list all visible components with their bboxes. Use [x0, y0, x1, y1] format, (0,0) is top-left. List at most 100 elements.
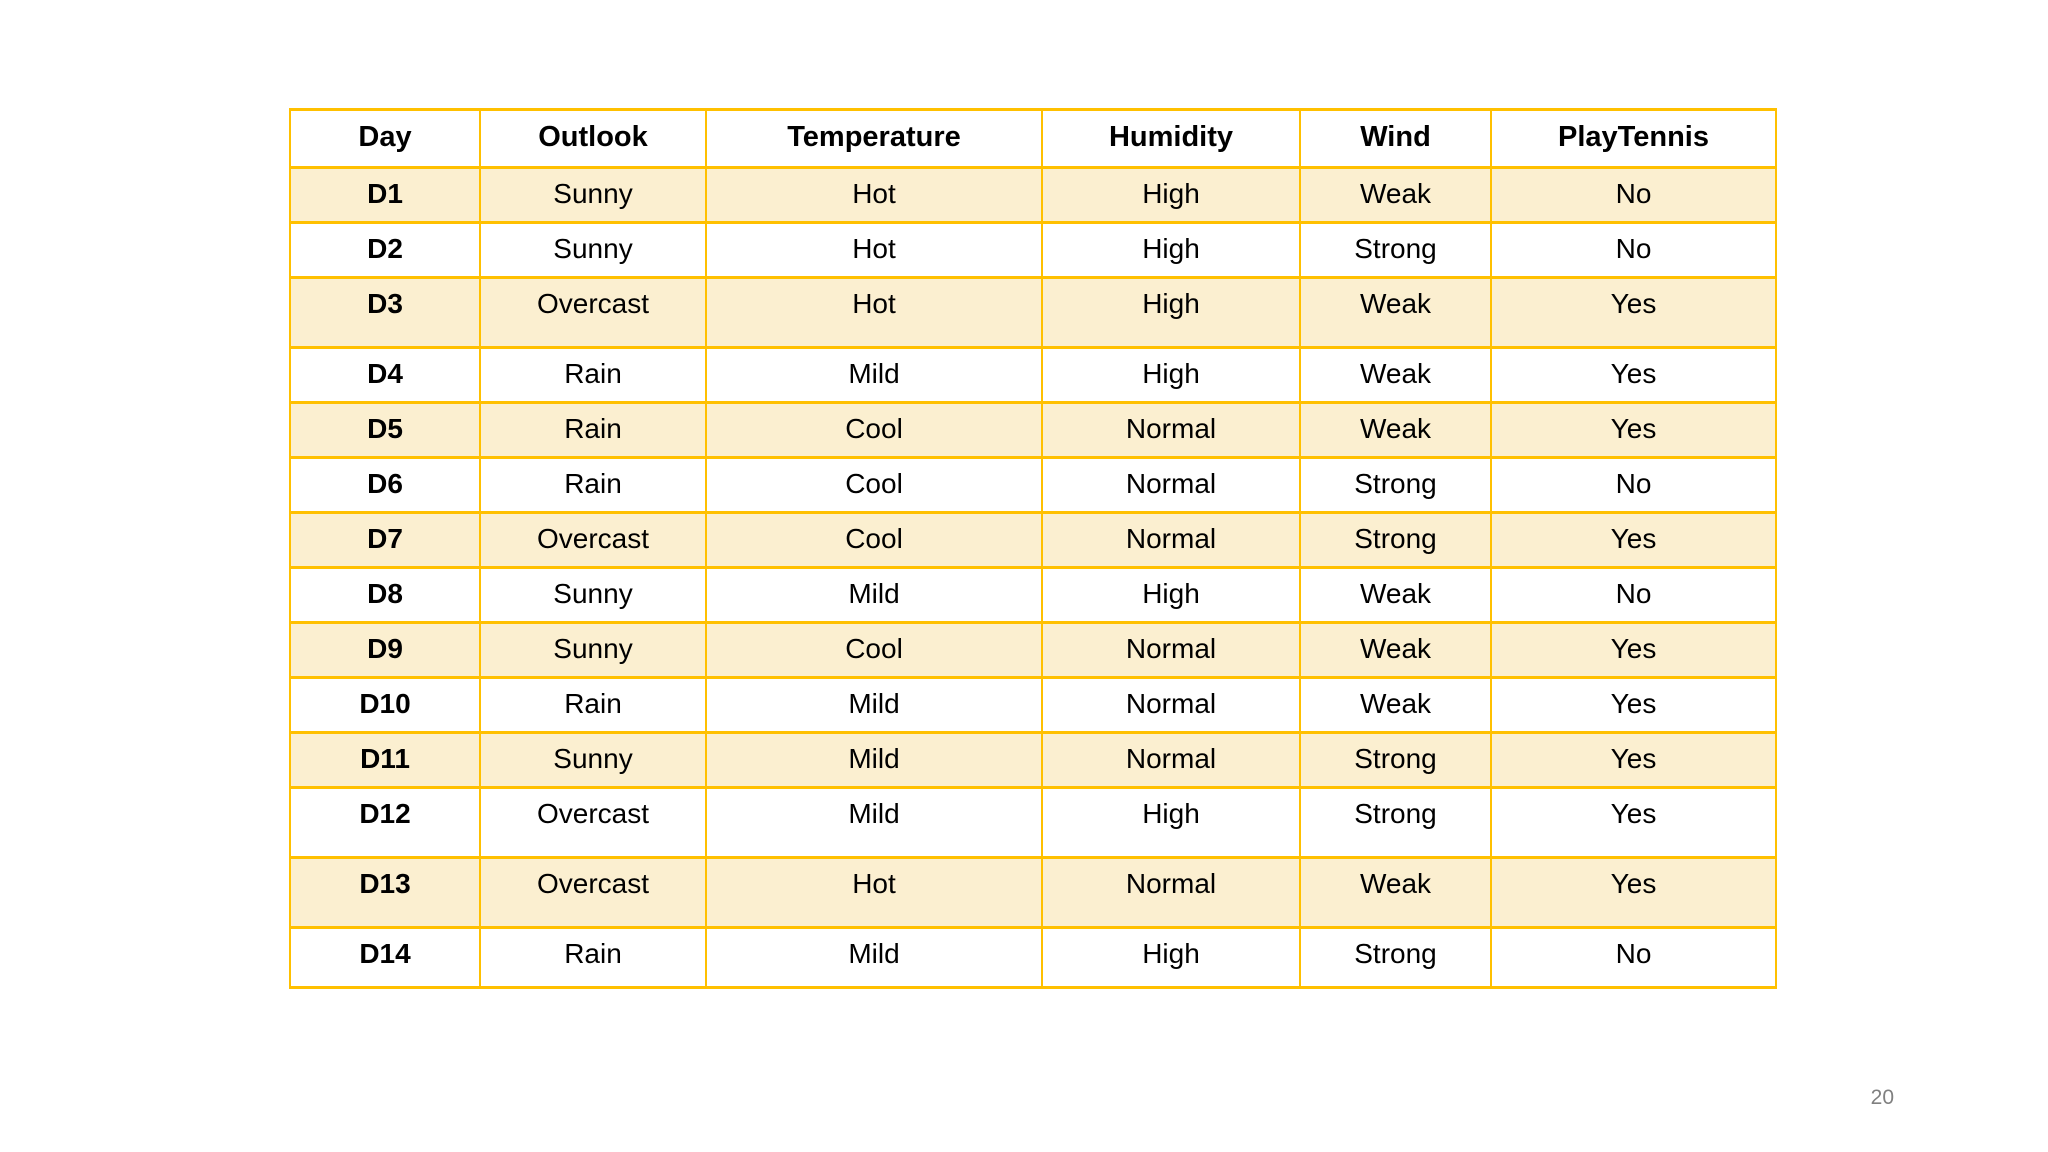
table-cell: Overcast — [479, 786, 707, 859]
table-cell: Mild — [705, 566, 1043, 624]
table-cell: No — [1490, 456, 1777, 514]
table-cell: Strong — [1299, 786, 1492, 859]
table-cell: Hot — [705, 221, 1043, 279]
table-cell: No — [1490, 566, 1777, 624]
table-cell: Yes — [1490, 621, 1777, 679]
table-cell: Weak — [1299, 621, 1492, 679]
table-cell: Strong — [1299, 511, 1492, 569]
table-cell: D8 — [289, 566, 481, 624]
table-cell: Cool — [705, 456, 1043, 514]
table-cell: Sunny — [479, 566, 707, 624]
column-header-outlook: Outlook — [479, 108, 707, 169]
table-header: Day Outlook Temperature Humidity Wind Pl… — [289, 108, 1777, 169]
table-cell: Cool — [705, 511, 1043, 569]
table-cell: Overcast — [479, 276, 707, 349]
table-cell: Weak — [1299, 276, 1492, 349]
table-cell: High — [1041, 276, 1301, 349]
table-cell: Normal — [1041, 621, 1301, 679]
table-cell: Yes — [1490, 401, 1777, 459]
column-header-humidity: Humidity — [1041, 108, 1301, 169]
table-row: D5 Rain Cool Normal Weak Yes — [289, 401, 1777, 459]
table-cell: D13 — [289, 856, 481, 929]
table-cell: Weak — [1299, 856, 1492, 929]
table-cell: Hot — [705, 856, 1043, 929]
table-cell: D1 — [289, 166, 481, 224]
table-header-row: Day Outlook Temperature Humidity Wind Pl… — [289, 108, 1777, 169]
table-cell: Yes — [1490, 786, 1777, 859]
table-cell: Yes — [1490, 511, 1777, 569]
table-row: D1 Sunny Hot High Weak No — [289, 166, 1777, 224]
table-cell: Mild — [705, 731, 1043, 789]
table-cell: Normal — [1041, 401, 1301, 459]
table-row: D14 Rain Mild High Strong No — [289, 926, 1777, 989]
table-cell: Hot — [705, 276, 1043, 349]
table-cell: Rain — [479, 676, 707, 734]
table-cell: Yes — [1490, 276, 1777, 349]
table-cell: Weak — [1299, 676, 1492, 734]
table-cell: Weak — [1299, 346, 1492, 404]
table-cell: D5 — [289, 401, 481, 459]
table-cell: Weak — [1299, 401, 1492, 459]
table-cell: Sunny — [479, 621, 707, 679]
table-cell: Yes — [1490, 856, 1777, 929]
table-cell: Normal — [1041, 731, 1301, 789]
table-cell: Mild — [705, 346, 1043, 404]
table-cell: Normal — [1041, 856, 1301, 929]
table-cell: Normal — [1041, 456, 1301, 514]
table-cell: Rain — [479, 346, 707, 404]
table-cell: Cool — [705, 621, 1043, 679]
table-cell: High — [1041, 566, 1301, 624]
table-cell: Weak — [1299, 566, 1492, 624]
table-row: D11 Sunny Mild Normal Strong Yes — [289, 731, 1777, 789]
table-row: D9 Sunny Cool Normal Weak Yes — [289, 621, 1777, 679]
table-cell: Strong — [1299, 456, 1492, 514]
column-header-day: Day — [289, 108, 481, 169]
table-cell: Yes — [1490, 346, 1777, 404]
table-cell: Mild — [705, 926, 1043, 989]
table-cell: D10 — [289, 676, 481, 734]
table-cell: Overcast — [479, 856, 707, 929]
table-cell: No — [1490, 221, 1777, 279]
table-row: D10 Rain Mild Normal Weak Yes — [289, 676, 1777, 734]
table-cell: Strong — [1299, 221, 1492, 279]
table-cell: D12 — [289, 786, 481, 859]
column-header-playtennis: PlayTennis — [1490, 108, 1777, 169]
table-cell: Mild — [705, 676, 1043, 734]
column-header-temperature: Temperature — [705, 108, 1043, 169]
table-cell: Rain — [479, 456, 707, 514]
table-cell: D14 — [289, 926, 481, 989]
table-cell: D7 — [289, 511, 481, 569]
table-row: D3 Overcast Hot High Weak Yes — [289, 276, 1777, 349]
table-cell: Overcast — [479, 511, 707, 569]
table-cell: Sunny — [479, 731, 707, 789]
table-cell: No — [1490, 166, 1777, 224]
table-row: D2 Sunny Hot High Strong No — [289, 221, 1777, 279]
play-tennis-table: Day Outlook Temperature Humidity Wind Pl… — [289, 108, 1777, 989]
table-cell: Strong — [1299, 926, 1492, 989]
table-cell: D2 — [289, 221, 481, 279]
table-cell: Rain — [479, 401, 707, 459]
table-cell: High — [1041, 166, 1301, 224]
table-cell: Weak — [1299, 166, 1492, 224]
table-cell: Yes — [1490, 731, 1777, 789]
table-cell: High — [1041, 221, 1301, 279]
table-body: D1 Sunny Hot High Weak No D2 Sunny Hot High Strong… — [289, 166, 1777, 989]
table-cell: Cool — [705, 401, 1043, 459]
table-row: D4 Rain Mild High Weak Yes — [289, 346, 1777, 404]
table-row: D12 Overcast Mild High Strong Yes — [289, 786, 1777, 859]
table-cell: D4 — [289, 346, 481, 404]
table-row: D13 Overcast Hot Normal Weak Yes — [289, 856, 1777, 929]
table-cell: High — [1041, 786, 1301, 859]
table-row: D6 Rain Cool Normal Strong No — [289, 456, 1777, 514]
table-row: D8 Sunny Mild High Weak No — [289, 566, 1777, 624]
column-header-wind: Wind — [1299, 108, 1492, 169]
table-cell: Mild — [705, 786, 1043, 859]
table-cell: Rain — [479, 926, 707, 989]
table-cell: Normal — [1041, 676, 1301, 734]
page-number: 20 — [1870, 1086, 1894, 1109]
table-cell: D3 — [289, 276, 481, 349]
table-cell: No — [1490, 926, 1777, 989]
table-cell: High — [1041, 926, 1301, 989]
table-cell: D9 — [289, 621, 481, 679]
